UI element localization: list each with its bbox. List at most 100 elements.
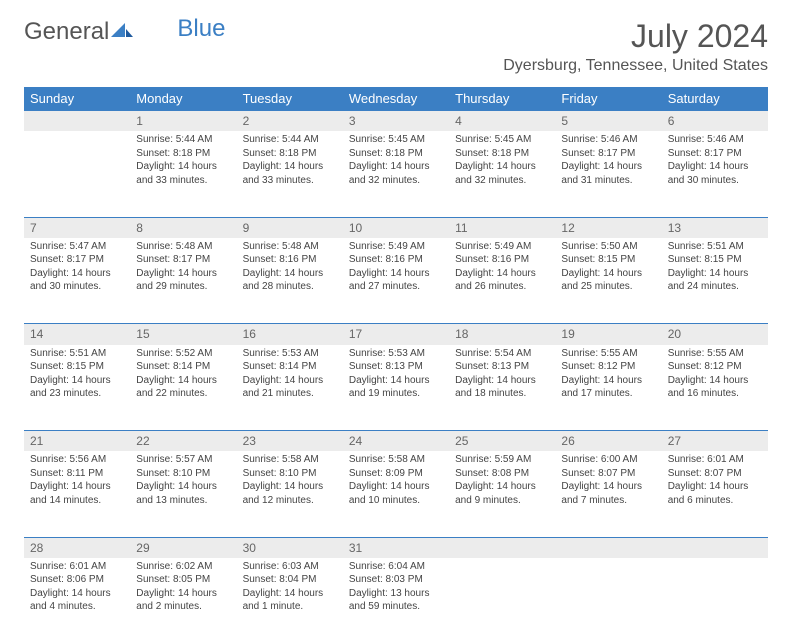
daylight-text: Daylight: 14 hours bbox=[668, 374, 762, 388]
sunset-text: Sunset: 8:09 PM bbox=[349, 467, 443, 481]
sunrise-text: Sunrise: 5:58 AM bbox=[243, 453, 337, 467]
daylight-text: Daylight: 14 hours bbox=[668, 480, 762, 494]
day-cell: Sunrise: 5:58 AMSunset: 8:09 PMDaylight:… bbox=[343, 451, 449, 537]
day-cell: Sunrise: 5:51 AMSunset: 8:15 PMDaylight:… bbox=[662, 238, 768, 324]
day-number-cell: 8 bbox=[130, 217, 236, 238]
logo: General Blue bbox=[24, 18, 225, 46]
day-number-cell: 4 bbox=[449, 111, 555, 132]
sunrise-text: Sunrise: 5:52 AM bbox=[136, 347, 230, 361]
day-number-row: 123456 bbox=[24, 111, 768, 132]
day-number-cell: 12 bbox=[555, 217, 661, 238]
sunset-text: Sunset: 8:05 PM bbox=[136, 573, 230, 587]
sunrise-text: Sunrise: 5:44 AM bbox=[136, 133, 230, 147]
sunrise-text: Sunrise: 6:02 AM bbox=[136, 560, 230, 574]
sunset-text: Sunset: 8:14 PM bbox=[136, 360, 230, 374]
sunset-text: Sunset: 8:10 PM bbox=[243, 467, 337, 481]
day-number-cell: 11 bbox=[449, 217, 555, 238]
sunrise-text: Sunrise: 5:51 AM bbox=[30, 347, 124, 361]
sunset-text: Sunset: 8:13 PM bbox=[455, 360, 549, 374]
sunset-text: Sunset: 8:14 PM bbox=[243, 360, 337, 374]
day-cell: Sunrise: 5:49 AMSunset: 8:16 PMDaylight:… bbox=[343, 238, 449, 324]
sunset-text: Sunset: 8:15 PM bbox=[668, 253, 762, 267]
day-cell: Sunrise: 6:03 AMSunset: 8:04 PMDaylight:… bbox=[237, 558, 343, 644]
daylight-text: Daylight: 13 hours bbox=[349, 587, 443, 601]
day-number-cell: 25 bbox=[449, 431, 555, 452]
day-number-cell: 23 bbox=[237, 431, 343, 452]
daylight-text: Daylight: 14 hours bbox=[136, 587, 230, 601]
sunrise-text: Sunrise: 5:55 AM bbox=[561, 347, 655, 361]
daylight-text: and 27 minutes. bbox=[349, 280, 443, 294]
day-cell: Sunrise: 5:49 AMSunset: 8:16 PMDaylight:… bbox=[449, 238, 555, 324]
month-title: July 2024 bbox=[503, 18, 768, 55]
day-number-row: 28293031 bbox=[24, 537, 768, 558]
daylight-text: and 33 minutes. bbox=[136, 174, 230, 188]
daylight-text: and 21 minutes. bbox=[243, 387, 337, 401]
sunrise-text: Sunrise: 6:01 AM bbox=[668, 453, 762, 467]
daylight-text: and 26 minutes. bbox=[455, 280, 549, 294]
day-number-cell: 17 bbox=[343, 324, 449, 345]
location-text: Dyersburg, Tennessee, United States bbox=[503, 57, 768, 75]
daylight-text: Daylight: 14 hours bbox=[243, 267, 337, 281]
title-block: July 2024 Dyersburg, Tennessee, United S… bbox=[503, 18, 768, 75]
day-number-cell: 27 bbox=[662, 431, 768, 452]
sunset-text: Sunset: 8:17 PM bbox=[561, 147, 655, 161]
day-cell: Sunrise: 6:04 AMSunset: 8:03 PMDaylight:… bbox=[343, 558, 449, 644]
daylight-text: Daylight: 14 hours bbox=[561, 480, 655, 494]
daylight-text: Daylight: 14 hours bbox=[668, 267, 762, 281]
sunrise-text: Sunrise: 5:57 AM bbox=[136, 453, 230, 467]
day-header: Friday bbox=[555, 87, 661, 111]
sunset-text: Sunset: 8:18 PM bbox=[136, 147, 230, 161]
day-cell bbox=[662, 558, 768, 644]
day-number-cell bbox=[662, 537, 768, 558]
day-number-cell: 18 bbox=[449, 324, 555, 345]
day-number-row: 78910111213 bbox=[24, 217, 768, 238]
sunset-text: Sunset: 8:12 PM bbox=[668, 360, 762, 374]
daylight-text: Daylight: 14 hours bbox=[243, 587, 337, 601]
day-number-cell: 15 bbox=[130, 324, 236, 345]
sunset-text: Sunset: 8:17 PM bbox=[136, 253, 230, 267]
daylight-text: and 13 minutes. bbox=[136, 494, 230, 508]
daylight-text: and 10 minutes. bbox=[349, 494, 443, 508]
week-row: Sunrise: 5:51 AMSunset: 8:15 PMDaylight:… bbox=[24, 345, 768, 431]
daylight-text: Daylight: 14 hours bbox=[136, 480, 230, 494]
sunset-text: Sunset: 8:04 PM bbox=[243, 573, 337, 587]
sunrise-text: Sunrise: 5:56 AM bbox=[30, 453, 124, 467]
sunrise-text: Sunrise: 5:59 AM bbox=[455, 453, 549, 467]
sunset-text: Sunset: 8:07 PM bbox=[561, 467, 655, 481]
sunset-text: Sunset: 8:12 PM bbox=[561, 360, 655, 374]
day-cell: Sunrise: 6:01 AMSunset: 8:07 PMDaylight:… bbox=[662, 451, 768, 537]
sunrise-text: Sunrise: 5:45 AM bbox=[455, 133, 549, 147]
sunrise-text: Sunrise: 5:48 AM bbox=[136, 240, 230, 254]
sunrise-text: Sunrise: 5:50 AM bbox=[561, 240, 655, 254]
sunrise-text: Sunrise: 5:58 AM bbox=[349, 453, 443, 467]
day-header-row: Sunday Monday Tuesday Wednesday Thursday… bbox=[24, 87, 768, 111]
day-number-cell: 6 bbox=[662, 111, 768, 132]
daylight-text: and 14 minutes. bbox=[30, 494, 124, 508]
daylight-text: and 33 minutes. bbox=[243, 174, 337, 188]
day-cell: Sunrise: 6:00 AMSunset: 8:07 PMDaylight:… bbox=[555, 451, 661, 537]
day-number-cell bbox=[555, 537, 661, 558]
sunrise-text: Sunrise: 5:44 AM bbox=[243, 133, 337, 147]
day-number-cell: 9 bbox=[237, 217, 343, 238]
week-row: Sunrise: 5:56 AMSunset: 8:11 PMDaylight:… bbox=[24, 451, 768, 537]
sunset-text: Sunset: 8:10 PM bbox=[136, 467, 230, 481]
day-header: Sunday bbox=[24, 87, 130, 111]
day-cell: Sunrise: 5:58 AMSunset: 8:10 PMDaylight:… bbox=[237, 451, 343, 537]
day-cell: Sunrise: 6:01 AMSunset: 8:06 PMDaylight:… bbox=[24, 558, 130, 644]
daylight-text: and 12 minutes. bbox=[243, 494, 337, 508]
daylight-text: Daylight: 14 hours bbox=[30, 267, 124, 281]
calendar-table: Sunday Monday Tuesday Wednesday Thursday… bbox=[24, 87, 768, 644]
day-cell: Sunrise: 5:51 AMSunset: 8:15 PMDaylight:… bbox=[24, 345, 130, 431]
daylight-text: Daylight: 14 hours bbox=[561, 374, 655, 388]
day-number-cell: 5 bbox=[555, 111, 661, 132]
day-cell: Sunrise: 5:45 AMSunset: 8:18 PMDaylight:… bbox=[449, 131, 555, 217]
sunrise-text: Sunrise: 5:47 AM bbox=[30, 240, 124, 254]
day-number-cell: 7 bbox=[24, 217, 130, 238]
daylight-text: and 23 minutes. bbox=[30, 387, 124, 401]
sunrise-text: Sunrise: 5:49 AM bbox=[349, 240, 443, 254]
day-cell: Sunrise: 5:53 AMSunset: 8:13 PMDaylight:… bbox=[343, 345, 449, 431]
daylight-text: and 22 minutes. bbox=[136, 387, 230, 401]
sunrise-text: Sunrise: 5:49 AM bbox=[455, 240, 549, 254]
daylight-text: and 17 minutes. bbox=[561, 387, 655, 401]
daylight-text: Daylight: 14 hours bbox=[455, 480, 549, 494]
